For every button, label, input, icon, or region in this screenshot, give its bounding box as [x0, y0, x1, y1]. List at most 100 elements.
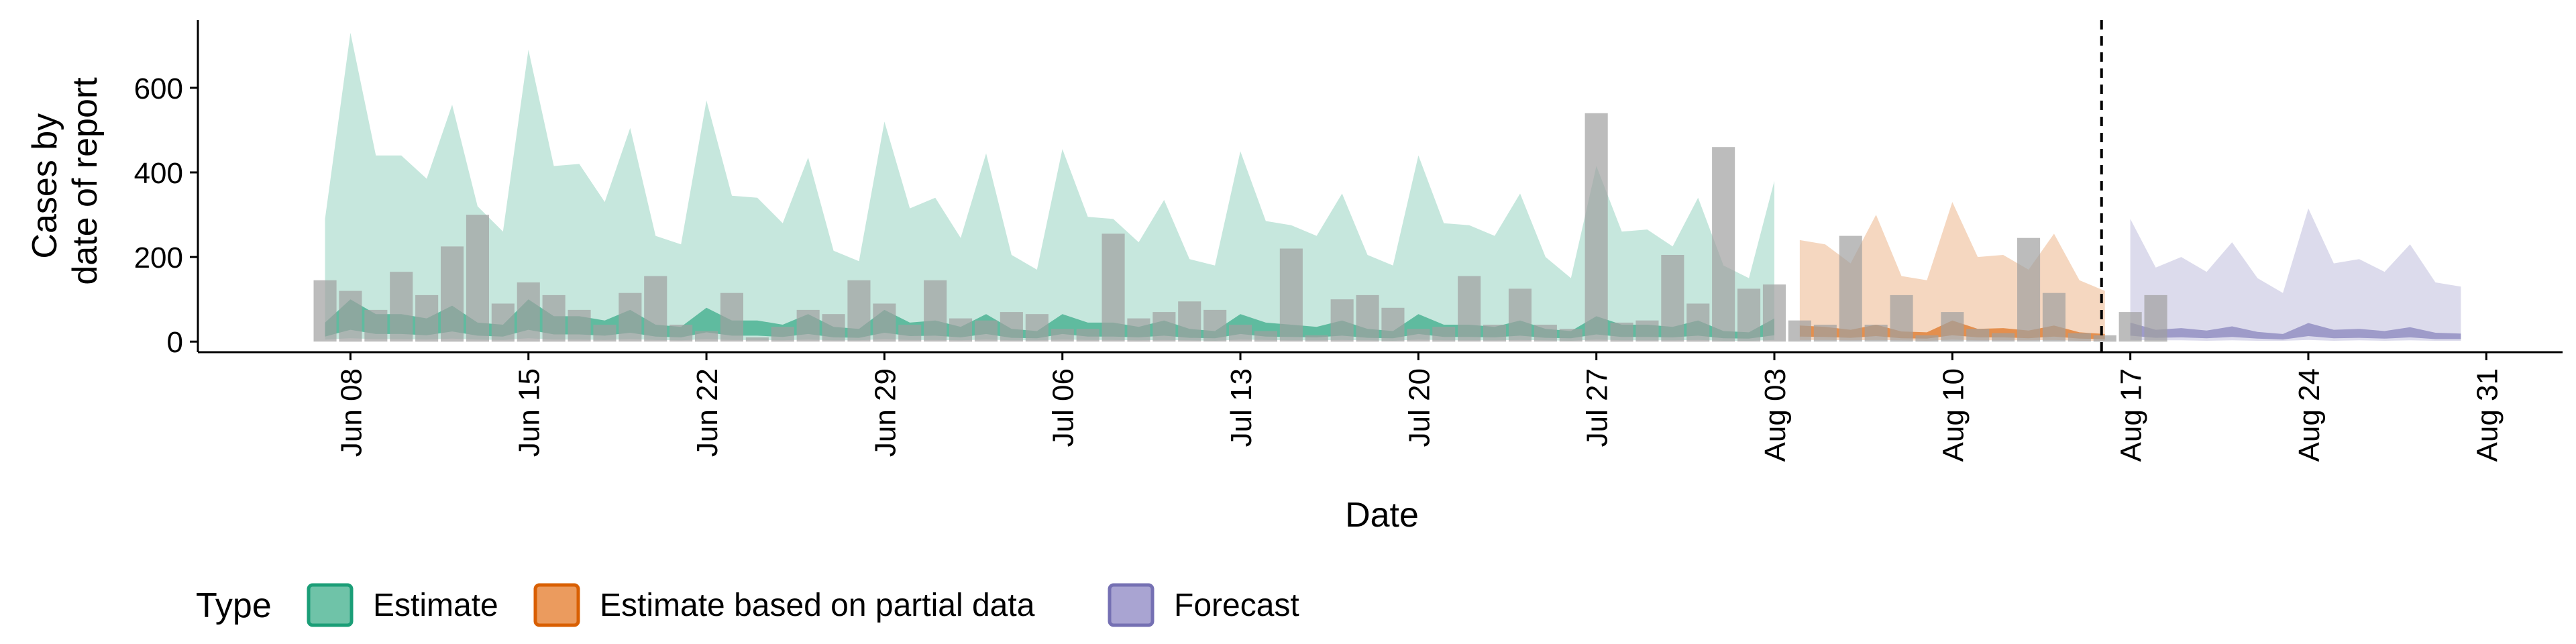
- reported-cases-bar: [1737, 288, 1761, 342]
- reported-cases-bar: [441, 246, 464, 342]
- reported-cases-bar: [1483, 325, 1507, 342]
- reported-cases-bar: [1152, 312, 1176, 342]
- reported-cases-bar: [415, 294, 439, 342]
- y-tick-label: 200: [134, 241, 183, 274]
- y-tick-label: 600: [134, 72, 183, 105]
- reported-cases-bar: [669, 325, 693, 342]
- legend-key-forecast: [1108, 583, 1155, 627]
- reported-cases-bar: [1330, 299, 1354, 342]
- reported-cases-bar: [1686, 303, 1710, 342]
- y-axis-label: Cases by date of report: [25, 77, 105, 285]
- reported-cases-bar: [2042, 292, 2065, 342]
- legend-title: Type: [196, 586, 272, 625]
- reported-cases-bar: [1992, 333, 2015, 342]
- reported-cases-bar: [1051, 329, 1074, 342]
- reported-cases-bar: [491, 303, 515, 342]
- x-tick-label: Aug 10: [1937, 368, 1970, 462]
- x-tick-label: Jul 13: [1225, 368, 1258, 447]
- estimate-outer-band: [325, 32, 1774, 341]
- legend-label-forecast: Forecast: [1174, 588, 1299, 623]
- reported-cases-bar: [1229, 325, 1252, 342]
- reported-cases-bar: [1966, 329, 1990, 342]
- reported-cases-bar: [2093, 335, 2116, 342]
- reported-cases-bar: [1203, 309, 1227, 342]
- reported-cases-bar: [466, 215, 489, 342]
- reported-cases-bar: [542, 294, 566, 342]
- x-tick-label: Jul 06: [1047, 368, 1080, 447]
- x-tick-label: Jun 15: [513, 368, 546, 457]
- reported-cases-bar: [847, 280, 871, 342]
- reported-cases-bar: [2068, 333, 2091, 342]
- reported-cases-bar: [771, 327, 794, 342]
- reported-cases-bar: [313, 280, 337, 342]
- reported-cases-bar: [644, 276, 667, 342]
- reported-cases-bar: [1864, 325, 1888, 342]
- reported-cases-bar: [593, 325, 616, 342]
- y-axis-label-line-1: Cases by: [25, 113, 64, 259]
- x-tick-label: Jun 22: [691, 368, 724, 457]
- reported-cases-bar: [720, 292, 743, 342]
- reported-cases-bar: [1534, 325, 1557, 342]
- x-tick-label: Aug 17: [2115, 368, 2148, 462]
- reported-cases-bar: [1762, 284, 1786, 342]
- x-axis-ticks: Jun 08 Jun 15 Jun 22 Jun 29 Jul 06 Jul 13 Jul …: [335, 352, 2504, 462]
- reported-cases-bar: [1127, 318, 1150, 342]
- legend-label-estimate: Estimate: [373, 588, 498, 623]
- reported-cases-bar: [1025, 314, 1049, 342]
- reported-cases-bar: [1279, 248, 1303, 342]
- reported-cases-bar: [1102, 233, 1125, 342]
- reported-cases-bar: [1432, 327, 1456, 342]
- reported-cases-bar: [898, 325, 922, 342]
- reported-cases-bar: [1610, 322, 1633, 342]
- reported-cases-bar: [1178, 301, 1201, 342]
- reported-cases-bar: [949, 318, 973, 342]
- reported-cases-bar: [1941, 312, 1964, 342]
- reported-cases-bar: [1305, 335, 1328, 342]
- reported-cases-bar: [1508, 288, 1532, 342]
- reported-cases-bar: [1000, 312, 1023, 342]
- reported-cases-bar: [1559, 329, 1582, 342]
- x-tick-label: Aug 03: [1759, 368, 1792, 462]
- legend-label-partial: Estimate based on partial data: [600, 588, 1035, 623]
- reported-cases-bar: [1788, 320, 1811, 342]
- x-tick-label: Aug 31: [2471, 368, 2504, 462]
- reported-cases-bar: [568, 309, 591, 342]
- reported-cases-bar: [1381, 307, 1405, 342]
- reported-cases-bar: [924, 280, 947, 342]
- reported-cases-bar: [2017, 237, 2041, 342]
- reported-cases-bar: [364, 309, 388, 342]
- reported-cases-bar: [1890, 294, 1913, 342]
- reported-cases-bar: [517, 282, 540, 342]
- reported-cases-bar: [619, 292, 642, 342]
- reported-cases-bar: [1585, 113, 1608, 342]
- reported-cases-bar: [1915, 335, 1939, 342]
- x-tick-label: Jun 08: [335, 368, 368, 457]
- legend-key-partial: [533, 583, 580, 627]
- reported-cases-bar: [822, 314, 845, 342]
- reported-cases-bar: [695, 331, 718, 342]
- reported-cases-bar: [1407, 329, 1430, 342]
- x-tick-label: Aug 24: [2293, 368, 2326, 462]
- legend: Type Estimate Estimate based on partial …: [196, 583, 1299, 627]
- reported-cases-bar: [796, 309, 820, 342]
- y-axis-label-line-2: date of report: [66, 77, 105, 285]
- reported-cases-bar: [390, 272, 413, 342]
- reported-cases-bar: [873, 303, 896, 342]
- x-tick-label: Jul 27: [1581, 368, 1614, 447]
- x-tick-label: Jun 29: [869, 368, 902, 457]
- reported-cases-bar: [1839, 235, 1862, 342]
- reported-cases-bar: [1254, 331, 1277, 342]
- x-axis-label: Date: [1345, 496, 1419, 535]
- x-tick-label: Jul 20: [1403, 368, 1436, 447]
- y-axis-ticks: 0 200 400 600: [134, 72, 198, 359]
- bars-layer: [313, 113, 2167, 342]
- reported-cases-bar: [1076, 329, 1099, 342]
- forecast-outer-band: [2130, 208, 2461, 341]
- reported-cases-bar: [339, 290, 362, 342]
- reported-cases-bar: [1635, 320, 1659, 342]
- legend-key-estimate: [307, 583, 354, 627]
- reported-cases-bar: [1813, 325, 1837, 342]
- reported-cases-bar: [1458, 276, 1481, 342]
- reported-cases-bar: [2144, 294, 2167, 342]
